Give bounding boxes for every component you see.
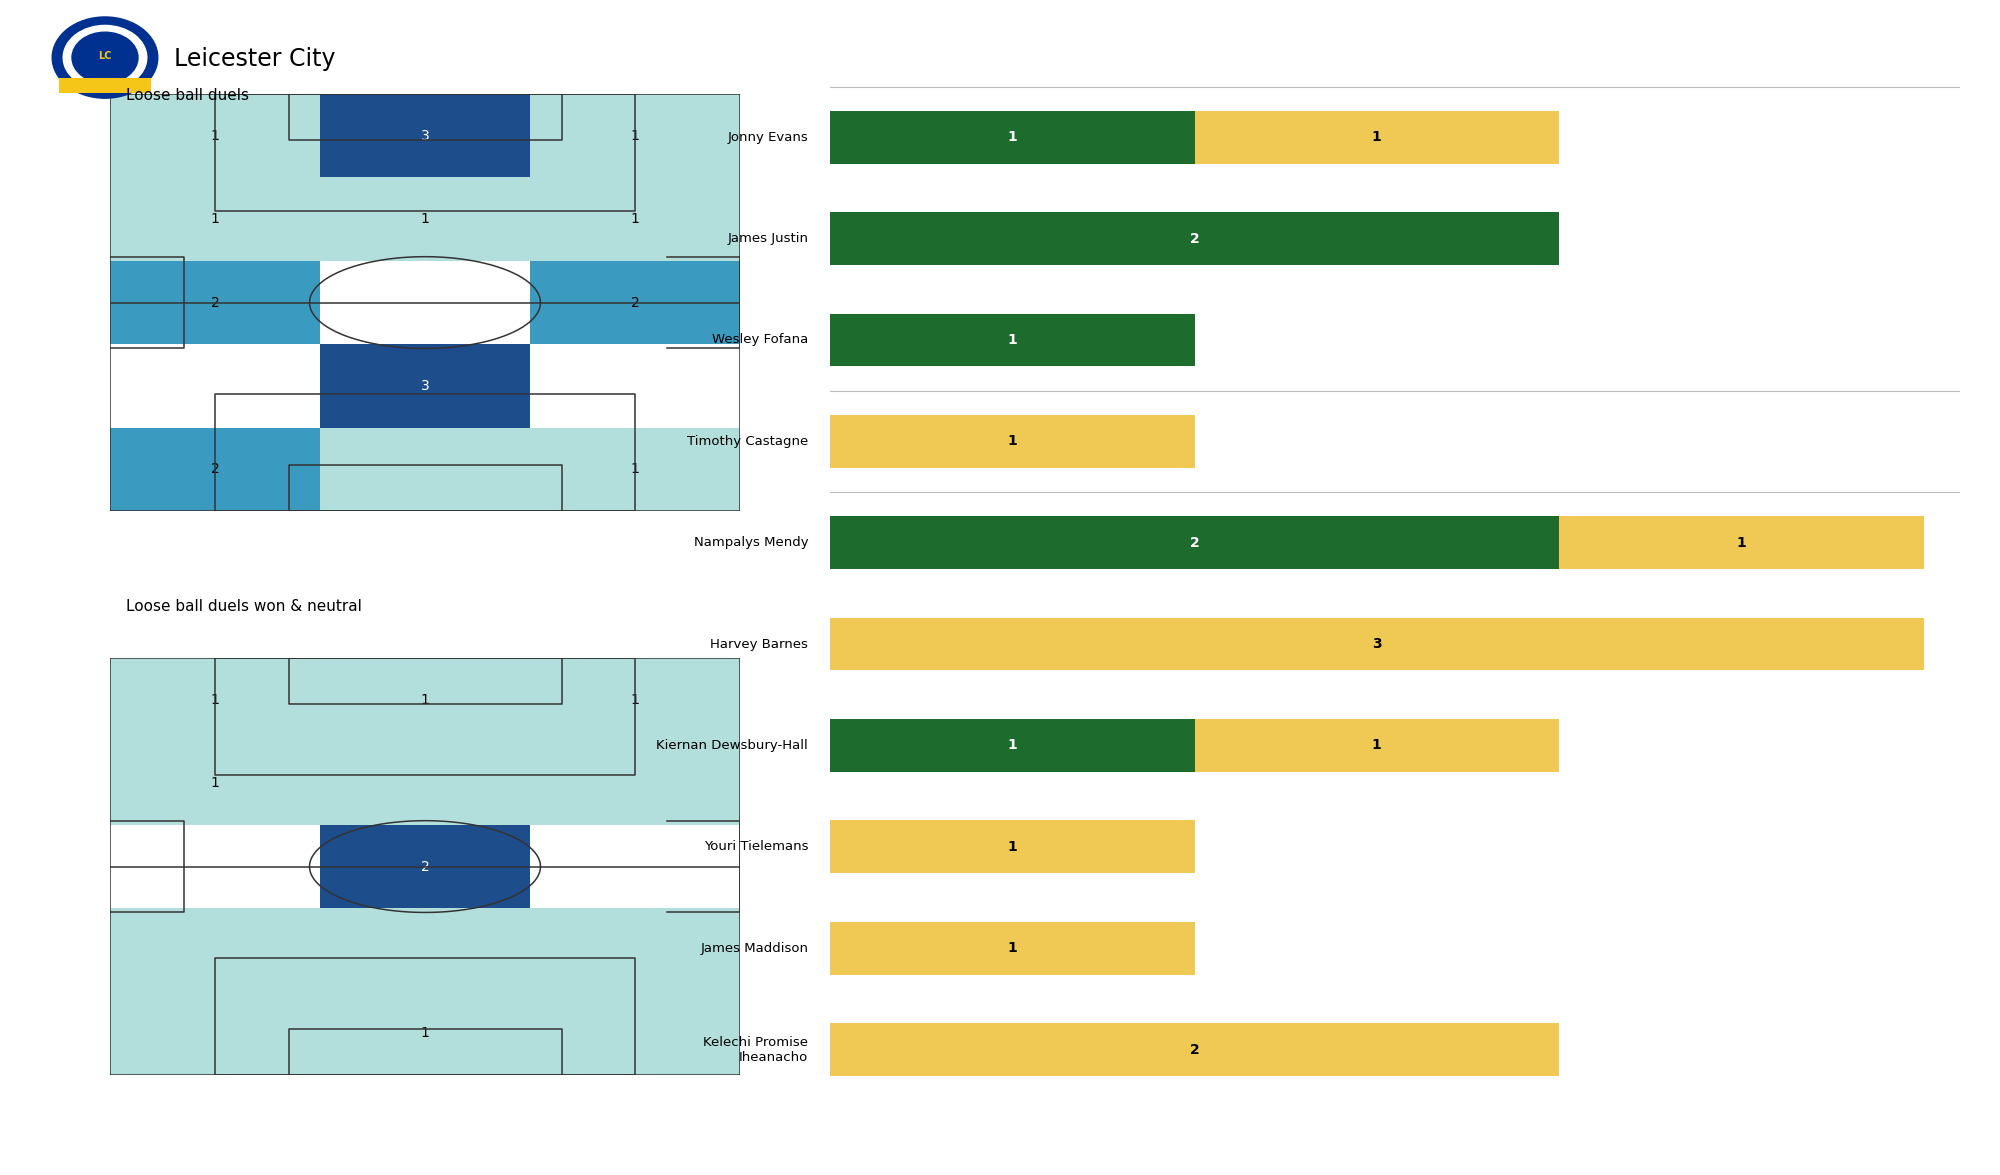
Text: Jonny Evans: Jonny Evans <box>728 130 808 143</box>
Bar <box>830 719 1194 772</box>
Bar <box>530 261 740 344</box>
Text: Timothy Castagne: Timothy Castagne <box>686 435 808 448</box>
Text: 1: 1 <box>210 213 220 226</box>
Bar <box>830 213 1560 264</box>
Bar <box>110 908 320 992</box>
Bar <box>320 261 530 344</box>
Text: 1: 1 <box>1008 941 1018 955</box>
Text: Wesley Fofana: Wesley Fofana <box>712 334 808 347</box>
Text: 1: 1 <box>630 463 640 476</box>
Bar <box>58 78 152 93</box>
Bar <box>320 177 530 261</box>
Text: James Justin: James Justin <box>728 233 808 246</box>
Bar <box>830 415 1194 468</box>
Bar <box>1560 516 1924 569</box>
Bar <box>830 110 1194 163</box>
Text: 1: 1 <box>420 693 430 706</box>
Bar <box>320 825 530 908</box>
Text: Leicester City: Leicester City <box>174 47 336 70</box>
Bar <box>320 428 530 511</box>
Bar <box>830 820 1194 873</box>
Bar <box>320 344 530 428</box>
Bar <box>320 908 530 992</box>
Text: 3: 3 <box>420 129 430 142</box>
Text: 2: 2 <box>1190 231 1200 246</box>
Bar <box>530 825 740 908</box>
Circle shape <box>64 26 146 89</box>
Text: 3: 3 <box>420 380 430 392</box>
Bar <box>530 658 740 741</box>
Bar <box>530 992 740 1075</box>
Bar <box>830 1023 1560 1076</box>
Text: 1: 1 <box>1008 738 1018 752</box>
Text: 1: 1 <box>630 213 640 226</box>
Bar <box>110 177 320 261</box>
Bar <box>530 908 740 992</box>
Bar <box>110 94 320 177</box>
Text: 2: 2 <box>420 860 430 873</box>
Text: 1: 1 <box>210 777 220 790</box>
Text: James Maddison: James Maddison <box>700 941 808 954</box>
Bar <box>830 922 1194 974</box>
Text: 1: 1 <box>630 129 640 142</box>
Text: 1: 1 <box>1008 333 1018 347</box>
Text: 3: 3 <box>1372 637 1382 651</box>
Text: LC: LC <box>98 51 112 61</box>
Bar <box>110 261 320 344</box>
Circle shape <box>72 32 138 83</box>
Circle shape <box>52 16 158 99</box>
Bar <box>320 741 530 825</box>
Bar <box>320 94 530 177</box>
Text: 2: 2 <box>210 296 220 309</box>
Text: Kelechi Promise
Iheanacho: Kelechi Promise Iheanacho <box>704 1035 808 1063</box>
Bar <box>530 344 740 428</box>
Text: 1: 1 <box>630 693 640 706</box>
Bar <box>320 992 530 1075</box>
Text: 2: 2 <box>1190 536 1200 550</box>
Bar <box>110 825 320 908</box>
Text: Kiernan Dewsbury-Hall: Kiernan Dewsbury-Hall <box>656 739 808 752</box>
Text: Nampalys Mendy: Nampalys Mendy <box>694 536 808 549</box>
Text: Loose ball duels won & neutral: Loose ball duels won & neutral <box>126 599 362 615</box>
Bar <box>830 314 1194 367</box>
Text: 1: 1 <box>1736 536 1746 550</box>
Bar <box>110 992 320 1075</box>
Bar <box>530 94 740 177</box>
Bar <box>110 741 320 825</box>
Text: 2: 2 <box>1190 1042 1200 1056</box>
Text: 1: 1 <box>1008 435 1018 449</box>
Bar <box>1194 110 1560 163</box>
Text: Youri Tielemans: Youri Tielemans <box>704 840 808 853</box>
Text: 1: 1 <box>1008 840 1018 854</box>
Text: 1: 1 <box>420 1027 430 1040</box>
Bar <box>530 177 740 261</box>
Text: 2: 2 <box>210 463 220 476</box>
Bar <box>830 516 1560 569</box>
Bar <box>830 618 1924 671</box>
Bar <box>320 658 530 741</box>
Text: 2: 2 <box>630 296 640 309</box>
Bar <box>110 428 320 511</box>
Bar <box>110 344 320 428</box>
Text: Loose ball duels: Loose ball duels <box>126 88 248 103</box>
Text: 1: 1 <box>1372 738 1382 752</box>
Bar <box>530 428 740 511</box>
Text: 1: 1 <box>210 129 220 142</box>
Text: 1: 1 <box>210 693 220 706</box>
Bar <box>530 741 740 825</box>
Text: 1: 1 <box>420 213 430 226</box>
Text: 1: 1 <box>1008 130 1018 145</box>
Bar <box>1194 719 1560 772</box>
Text: Harvey Barnes: Harvey Barnes <box>710 638 808 651</box>
Text: 1: 1 <box>1372 130 1382 145</box>
Bar <box>110 658 320 741</box>
